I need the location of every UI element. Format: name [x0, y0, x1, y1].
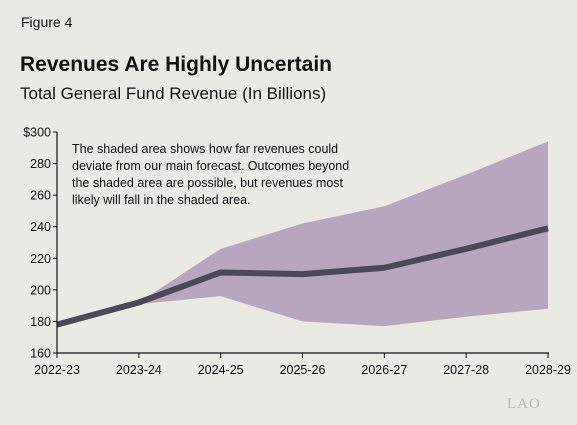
figure-label: Figure 4	[21, 14, 73, 30]
x-tick-label: 2023-24	[116, 363, 162, 377]
uncertainty-band	[57, 141, 548, 327]
chart-title: Revenues Are Highly Uncertain	[20, 53, 332, 76]
chart-annotation: The shaded area shows how far revenues c…	[72, 142, 350, 207]
chart-subtitle: Total General Fund Revenue (In Billions)	[20, 84, 327, 103]
y-tick-label: 160	[30, 347, 51, 361]
x-tick-label: 2027-28	[443, 363, 489, 377]
x-tick-label: 2026-27	[361, 363, 407, 377]
lao-logo: LAO	[507, 396, 541, 412]
y-tick-label: 220	[30, 252, 51, 266]
x-tick-label: 2024-25	[198, 363, 244, 377]
x-tick-label: 2025-26	[280, 363, 326, 377]
y-tick-label: 200	[30, 283, 51, 297]
y-tick-label: 240	[30, 220, 51, 234]
x-tick-label: 2022-23	[34, 363, 80, 377]
x-tick-label: 2028-29	[525, 363, 571, 377]
y-tick-label: 180	[30, 315, 51, 329]
main-forecast-line	[56, 225, 549, 328]
y-tick-label: $300	[23, 126, 51, 140]
y-tick-label: 260	[30, 189, 51, 203]
y-tick-label: 280	[30, 157, 51, 171]
